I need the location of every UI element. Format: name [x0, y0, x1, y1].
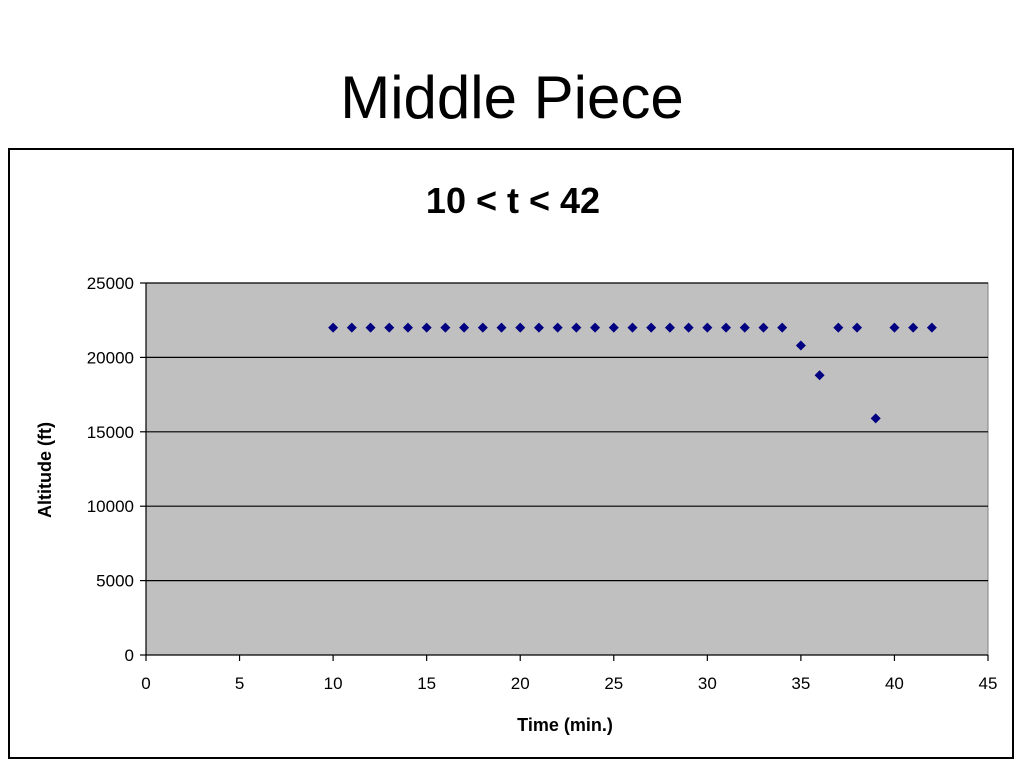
data-point — [702, 322, 713, 333]
data-point — [833, 322, 844, 333]
data-point — [627, 322, 638, 333]
data-points — [328, 322, 937, 424]
data-point — [328, 322, 339, 333]
x-tick-label-35: 35 — [791, 674, 810, 693]
x-tick-label-40: 40 — [885, 674, 904, 693]
axes — [145, 283, 988, 656]
y-tick-label-5000: 5000 — [96, 572, 134, 591]
x-tick-label-25: 25 — [604, 674, 623, 693]
x-tick-label-5: 5 — [235, 674, 244, 693]
data-point — [590, 322, 601, 333]
x-tick-label-10: 10 — [324, 674, 343, 693]
chart-frame: 10 < t < 42 0 5 10 15 20 25 30 35 40 45 0 5000 1000… — [8, 148, 1014, 759]
plot-area — [145, 282, 989, 656]
data-point — [908, 322, 919, 333]
data-point — [365, 322, 376, 333]
data-point — [852, 322, 863, 333]
data-point — [814, 370, 825, 381]
data-point — [758, 322, 769, 333]
slide-title: Middle Piece — [340, 64, 684, 131]
y-tick-label-15000: 15000 — [87, 423, 134, 442]
chart-title: 10 < t < 42 — [426, 180, 600, 221]
x-tick-label-20: 20 — [511, 674, 530, 693]
data-point — [664, 322, 675, 333]
x-axis-ticks: 0 5 10 15 20 25 30 35 40 45 — [141, 655, 997, 693]
data-point — [384, 322, 395, 333]
data-point — [608, 322, 619, 333]
data-point — [459, 322, 470, 333]
data-point — [552, 322, 563, 333]
plot-background — [145, 282, 989, 656]
grid-lines — [146, 282, 988, 582]
data-point — [739, 322, 750, 333]
data-point — [421, 322, 432, 333]
scatter-chart: 10 < t < 42 0 5 10 15 20 25 30 35 40 45 0 5000 1000… — [35, 180, 997, 735]
data-point — [496, 322, 507, 333]
data-point — [721, 322, 732, 333]
y-tick-label-10000: 10000 — [87, 497, 134, 516]
x-tick-label-45: 45 — [979, 674, 998, 693]
x-tick-label-30: 30 — [698, 674, 717, 693]
y-axis-ticks: 0 5000 10000 15000 20000 25000 — [87, 274, 146, 665]
x-axis-title: Time (min.) — [517, 715, 613, 735]
data-point — [515, 322, 526, 333]
y-axis-title: Altitude (ft) — [35, 422, 55, 518]
data-point — [571, 322, 582, 333]
data-point — [926, 322, 937, 333]
data-point — [777, 322, 788, 333]
data-point — [402, 322, 413, 333]
data-point — [477, 322, 488, 333]
data-point — [795, 340, 806, 351]
data-point — [889, 322, 900, 333]
x-tick-label-15: 15 — [417, 674, 436, 693]
y-tick-label-20000: 20000 — [87, 348, 134, 367]
data-point — [346, 322, 357, 333]
data-point — [533, 322, 544, 333]
data-point — [683, 322, 694, 333]
data-point — [440, 322, 451, 333]
y-tick-label-0: 0 — [125, 646, 134, 665]
data-point — [646, 322, 657, 333]
x-tick-label-0: 0 — [141, 674, 150, 693]
y-tick-label-25000: 25000 — [87, 274, 134, 293]
data-point — [870, 413, 881, 424]
